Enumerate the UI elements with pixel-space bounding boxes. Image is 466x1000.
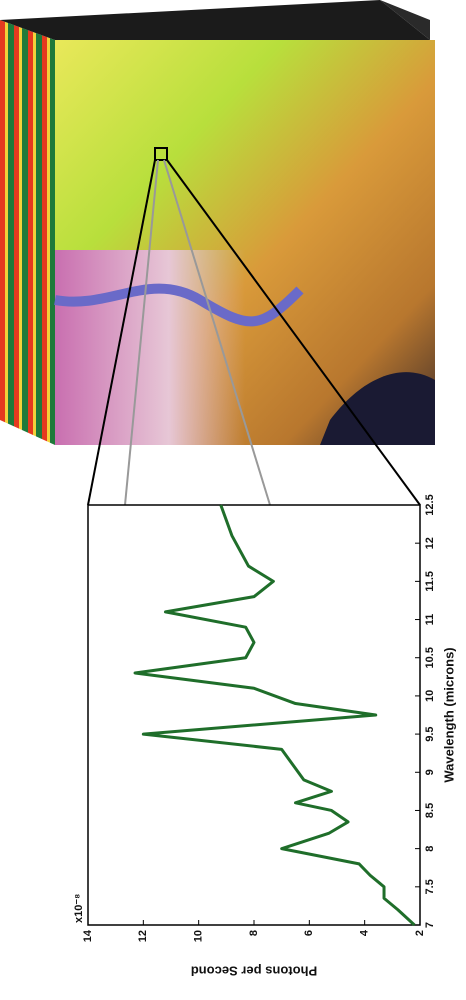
x-tick-label: 11.5 <box>424 571 436 592</box>
y-tick-label: 12 <box>137 930 149 942</box>
x-tick-label: 10 <box>424 690 436 702</box>
x-tick-label: 9 <box>424 769 436 775</box>
x-tick-label: 9.5 <box>424 726 436 741</box>
cube-top <box>0 0 430 40</box>
y-tick-label: 14 <box>82 929 94 942</box>
x-tick-label: 7 <box>424 922 436 928</box>
x-tick-label: 10.5 <box>424 647 436 668</box>
x-tick-label: 7.5 <box>424 879 436 894</box>
y-tick-label: 4 <box>359 929 371 936</box>
x-tick-label: 8 <box>424 846 436 852</box>
x-tick-label: 12.5 <box>424 494 436 515</box>
y-tick-label: 8 <box>248 930 260 936</box>
y-tick-label: 2 <box>414 930 426 936</box>
hyperspectral-cube <box>0 0 435 505</box>
spectrum-chart: 7 7.5 8 8.5 9 9.5 10 10.5 11 11.5 12 12.5 2 4 6 8 10 12 14… <box>73 494 457 978</box>
pink-region <box>55 250 245 445</box>
y-tick-label: 6 <box>303 930 315 936</box>
x-tick-label: 12 <box>424 537 436 549</box>
y-axis-label: Photons per Second <box>191 964 317 979</box>
y-tick-label: 10 <box>193 930 205 942</box>
x-tick-label: 11 <box>424 614 436 626</box>
y-multiplier: x10⁻⁸ <box>73 894 85 923</box>
page: {"chart_data": {"type": "line", "x_label… <box>0 0 466 1000</box>
x-axis-label: Wavelength (microns) <box>441 647 456 782</box>
x-tick-label: 8.5 <box>424 803 436 818</box>
cube-side <box>0 20 55 445</box>
figure: 7 7.5 8 8.5 9 9.5 10 10.5 11 11.5 12 12.5 2 4 6 8 10 12 14… <box>0 0 466 1000</box>
